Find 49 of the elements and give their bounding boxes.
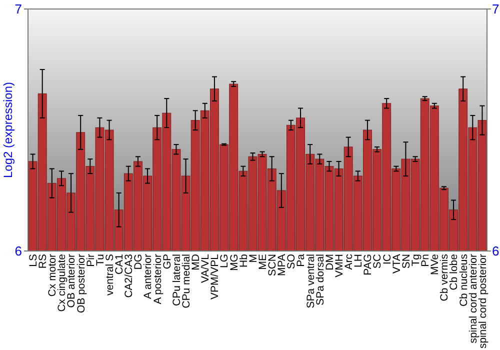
x-tick-label: Pn [420,254,432,267]
x-tick-label: IC [381,254,394,264]
x-tick-label: PAG [362,254,374,276]
x-tick-label: M [247,254,260,263]
x-tick-label: DM [324,254,336,270]
x-tick-label: Pa [295,254,308,267]
x-tick-label: VPM/VPL [209,254,222,300]
x-tick-label: Tu [94,254,106,266]
x-tick-label: VA/VL [200,254,212,283]
x-tick-label: Pir [84,254,97,267]
x-tick-label: VMH [333,254,346,278]
x-tick-label: LG [218,254,231,268]
x-tick-label: A posterior [152,254,164,304]
x-tick-label: LH [352,254,365,268]
x-tick-label: RS [37,254,50,269]
x-tick-label: MD [190,254,202,270]
x-tick-label: spinal cord posterior [476,253,489,349]
x-tick-label: Cb nucleus [458,254,470,307]
x-tick-label: ME [256,254,269,270]
x-tick-label: MVe [429,254,442,276]
x-tick-label: Arc [343,254,356,270]
x-tick-label: Cx cingulate [56,254,68,312]
y2-tick-label: 6 [492,244,500,259]
x-tick-label: CA2/CA3 [123,254,136,298]
x-tick-label: Tg [410,254,422,266]
x-tick-label: LS [27,254,40,267]
x-tick-label: A anterior [142,254,154,299]
x-tick-label: OB posterior [75,254,88,313]
y2-tick-label: 7 [492,2,500,17]
x-tick-label: MG [228,254,240,271]
x-tick-label: SPa ventral [304,254,317,308]
x-tick-label: Cb lobe [448,254,460,290]
x-tick-label: Hb [238,254,250,268]
y-axis-title: Log2 (expression) [1,82,15,178]
x-tick-label: DG [132,254,145,270]
x-tick-label: VTA [390,254,403,274]
x-tick-label: SC [372,254,384,269]
x-tick-label: CPu medial [180,254,192,308]
x-tick-label: OB anterior [66,254,78,308]
x-tick-label: ventral S [104,254,116,296]
x-tick-label: SO [286,254,298,270]
x-tick-label: GP [161,254,174,270]
x-tick-label: MPA [276,254,288,276]
x-tick-label: spinal cord anterior [467,253,480,344]
x-tick-label: SN [400,254,412,269]
x-tick-label: SCN [266,254,279,276]
x-tick-label: SPa dorsal [314,254,326,306]
x-tick-label: CA1 [114,254,126,274]
x-tick-label: CPu lateral [170,254,183,306]
